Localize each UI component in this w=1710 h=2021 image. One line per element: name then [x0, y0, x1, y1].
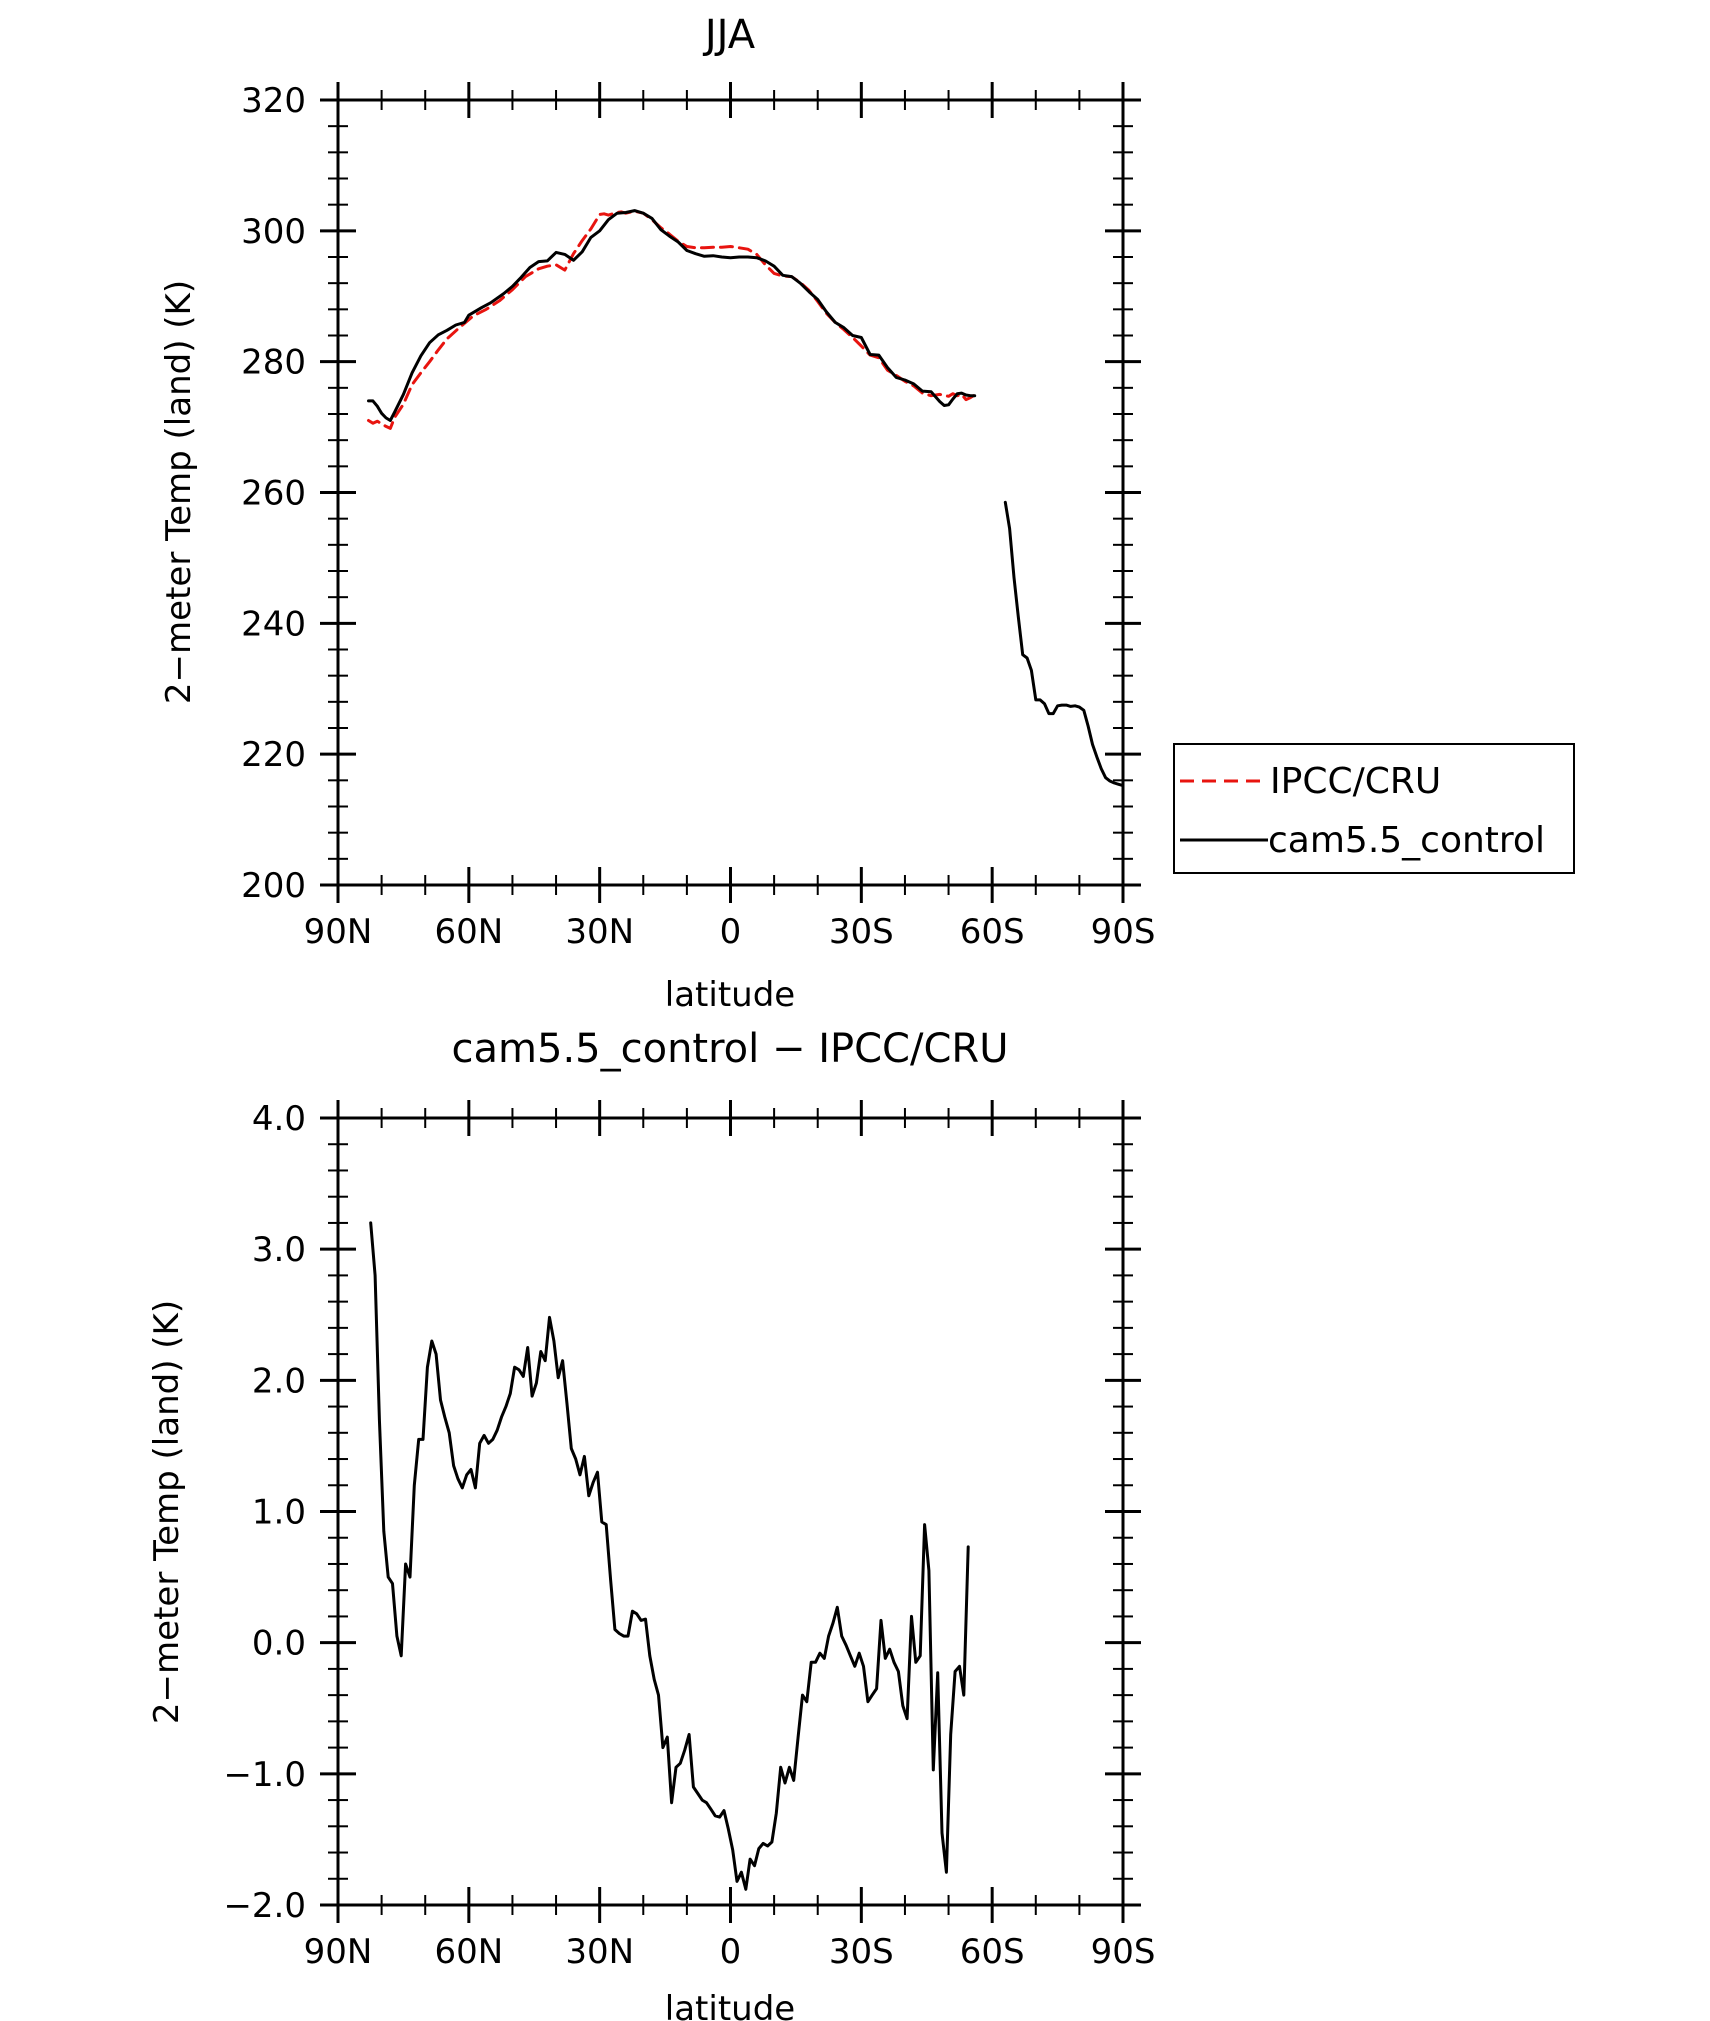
- y-axis-label: 2−meter Temp (land) (K): [147, 1300, 187, 1724]
- legend-box: [1173, 743, 1575, 874]
- x-tick-label-30n: 30N: [565, 912, 634, 952]
- y-tick-label-300: 300: [241, 212, 306, 252]
- panel-difference: cam5.5_control − IPCC/CRU −2.0 −1.0 0.0 1.0…: [147, 1026, 1155, 2021]
- x-tick-label-30s: 30S: [829, 912, 894, 952]
- y-tick-label-0-0: 0.0: [252, 1624, 306, 1664]
- x-tick-label-90s: 90S: [1091, 1932, 1156, 1972]
- y-tick-label-2-0: −2.0: [223, 1886, 306, 1926]
- y-tick-label-260: 260: [241, 474, 306, 514]
- y-tick-label-280: 280: [241, 343, 306, 383]
- chart-title: JJA: [702, 12, 756, 58]
- x-tick-label-0: 0: [720, 912, 742, 952]
- chart-title: cam5.5_control − IPCC/CRU: [452, 1026, 1009, 1072]
- y-tick-label-1-0: −1.0: [223, 1755, 306, 1795]
- x-tick-label-60s: 60S: [960, 912, 1025, 952]
- x-tick-labels: 90N 60N 30N 0 30S 60S 90S: [304, 1932, 1156, 1972]
- y-tick-labels: −2.0 −1.0 0.0 1.0 2.0 3.0 4.0: [223, 1099, 306, 1926]
- legend-label-cam5: cam5.5_control: [1268, 820, 1545, 861]
- x-axis-label: latitude: [665, 975, 795, 1015]
- y-tick-label-3-0: 3.0: [252, 1230, 306, 1270]
- x-tick-label-90n: 90N: [304, 912, 373, 952]
- x-tick-label-90s: 90S: [1091, 912, 1156, 952]
- y-tick-label-320: 320: [241, 81, 306, 121]
- x-tick-label-60n: 60N: [434, 1932, 503, 1972]
- series-group: [367, 209, 1125, 788]
- series-group: [369, 1221, 970, 1891]
- tick-marks: [320, 82, 1141, 903]
- y-tick-label-4-0: 4.0: [252, 1099, 306, 1139]
- x-tick-label-30s: 30S: [829, 1932, 894, 1972]
- tick-marks: [320, 1100, 1141, 1923]
- legend-label-ipcc-cru: IPCC/CRU: [1270, 761, 1441, 802]
- plot-frame: [336, 1116, 1125, 1907]
- y-axis-label: 2−meter Temp (land) (K): [159, 280, 199, 704]
- legend: IPCC/CRU cam5.5_control: [1173, 743, 1575, 874]
- series-line-ipcc-cru: [367, 209, 977, 430]
- y-tick-label-220: 220: [241, 735, 306, 775]
- x-tick-label-30n: 30N: [565, 1932, 634, 1972]
- y-tick-label-240: 240: [241, 604, 306, 644]
- x-tick-label-0: 0: [720, 1932, 742, 1972]
- x-axis-label: latitude: [665, 1989, 795, 2021]
- plot-frame: [336, 98, 1125, 887]
- series-line-cam5-5-control: [367, 209, 1125, 788]
- x-tick-label-60s: 60S: [960, 1932, 1025, 1972]
- panel-jja: JJA 200 220 240 260 280 300 320 90N 60N 30N 0 30S 6…: [159, 12, 1575, 1015]
- y-tick-label-200: 200: [241, 866, 306, 906]
- x-tick-label-60n: 60N: [434, 912, 503, 952]
- x-tick-labels: 90N 60N 30N 0 30S 60S 90S: [304, 912, 1156, 952]
- y-tick-label-1-0: 1.0: [252, 1493, 306, 1533]
- x-tick-label-90n: 90N: [304, 1932, 373, 1972]
- y-tick-labels: 200 220 240 260 280 300 320: [241, 81, 306, 906]
- y-tick-label-2-0: 2.0: [252, 1361, 306, 1401]
- series-line-difference: [369, 1221, 970, 1891]
